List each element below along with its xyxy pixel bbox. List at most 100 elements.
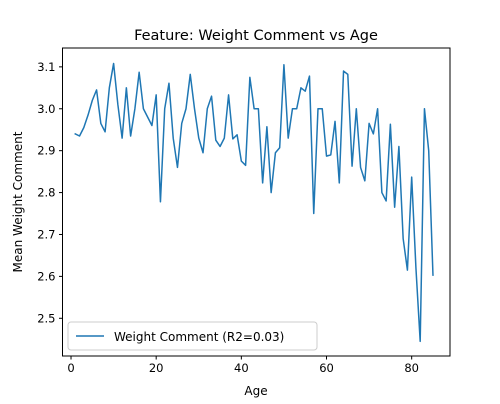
data-point bbox=[330, 154, 332, 156]
data-point bbox=[261, 182, 263, 184]
data-point bbox=[415, 267, 417, 269]
data-point bbox=[278, 147, 280, 149]
x-tick-label: 80 bbox=[404, 361, 419, 375]
x-tick-label: 0 bbox=[67, 361, 74, 375]
data-point bbox=[142, 108, 144, 110]
data-point bbox=[351, 165, 353, 167]
data-point bbox=[223, 137, 225, 139]
data-point bbox=[410, 176, 412, 178]
data-point bbox=[244, 164, 246, 166]
legend-label: Weight Comment (R2=0.03) bbox=[114, 330, 284, 344]
data-point bbox=[236, 134, 238, 136]
y-tick-label: 2.5 bbox=[37, 311, 55, 325]
y-tick-label: 2.6 bbox=[37, 269, 55, 283]
data-point bbox=[104, 131, 106, 133]
data-point bbox=[308, 75, 310, 77]
data-point bbox=[296, 108, 298, 110]
data-point bbox=[257, 108, 259, 110]
data-point bbox=[287, 137, 289, 139]
data-point bbox=[108, 87, 110, 89]
data-point bbox=[364, 180, 366, 182]
data-point bbox=[432, 274, 434, 276]
data-point bbox=[189, 73, 191, 75]
data-point bbox=[372, 133, 374, 135]
data-point bbox=[347, 73, 349, 75]
data-point bbox=[146, 116, 148, 118]
data-point bbox=[317, 108, 319, 110]
data-point bbox=[376, 108, 378, 110]
data-point bbox=[91, 99, 93, 101]
data-point bbox=[219, 145, 221, 147]
data-point bbox=[321, 108, 323, 110]
y-tick-label: 2.7 bbox=[37, 227, 55, 241]
data-point bbox=[313, 212, 315, 214]
data-point bbox=[210, 95, 212, 97]
chart-title: Feature: Weight Comment vs Age bbox=[134, 28, 378, 44]
data-point bbox=[266, 126, 268, 128]
data-point bbox=[117, 103, 119, 105]
data-point bbox=[240, 160, 242, 162]
data-point bbox=[381, 191, 383, 193]
y-axis-label: Mean Weight Comment bbox=[11, 131, 25, 272]
data-point bbox=[172, 137, 174, 139]
data-point bbox=[138, 71, 140, 73]
data-point bbox=[249, 76, 251, 78]
data-point bbox=[385, 200, 387, 202]
data-point bbox=[95, 89, 97, 91]
data-point bbox=[202, 152, 204, 154]
data-point bbox=[134, 108, 136, 110]
data-point bbox=[406, 269, 408, 271]
data-point bbox=[334, 120, 336, 122]
x-tick-label: 20 bbox=[149, 361, 164, 375]
data-point bbox=[232, 138, 234, 140]
data-point bbox=[419, 340, 421, 342]
y-tick-label: 2.8 bbox=[37, 186, 55, 200]
data-point bbox=[185, 108, 187, 110]
x-tick-label: 40 bbox=[234, 361, 249, 375]
data-point bbox=[304, 90, 306, 92]
data-point bbox=[215, 139, 217, 141]
data-point bbox=[168, 82, 170, 84]
data-point bbox=[176, 166, 178, 168]
data-point bbox=[155, 94, 157, 96]
data-point bbox=[402, 237, 404, 239]
y-tick-label: 3.0 bbox=[37, 102, 55, 116]
data-point bbox=[300, 87, 302, 89]
x-tick-label: 60 bbox=[319, 361, 334, 375]
data-point bbox=[270, 191, 272, 193]
data-point bbox=[368, 122, 370, 124]
data-point bbox=[342, 70, 344, 72]
data-point bbox=[274, 152, 276, 154]
legend: Weight Comment (R2=0.03) bbox=[67, 321, 318, 351]
data-point bbox=[355, 108, 357, 110]
data-point bbox=[389, 123, 391, 125]
data-point bbox=[100, 122, 102, 124]
data-point bbox=[325, 155, 327, 157]
data-point bbox=[283, 64, 285, 66]
data-point bbox=[338, 182, 340, 184]
data-point bbox=[164, 108, 166, 110]
data-point bbox=[393, 206, 395, 208]
data-point bbox=[423, 108, 425, 110]
data-point bbox=[428, 149, 430, 151]
data-point bbox=[83, 126, 85, 128]
data-point bbox=[198, 137, 200, 139]
data-point bbox=[87, 114, 89, 116]
data-point bbox=[206, 108, 208, 110]
data-point bbox=[151, 124, 153, 126]
plot-frame bbox=[62, 47, 451, 357]
data-point bbox=[78, 135, 80, 137]
data-point bbox=[125, 87, 127, 89]
y-tick-label: 2.9 bbox=[37, 144, 55, 158]
data-point bbox=[181, 122, 183, 124]
data-point bbox=[398, 145, 400, 147]
x-axis-label: Age bbox=[244, 384, 267, 398]
series-line bbox=[74, 62, 434, 343]
data-point bbox=[129, 135, 131, 137]
legend-frame bbox=[67, 321, 318, 351]
data-point bbox=[193, 108, 195, 110]
y-tick-label: 3.1 bbox=[37, 60, 55, 74]
data-point bbox=[227, 94, 229, 96]
